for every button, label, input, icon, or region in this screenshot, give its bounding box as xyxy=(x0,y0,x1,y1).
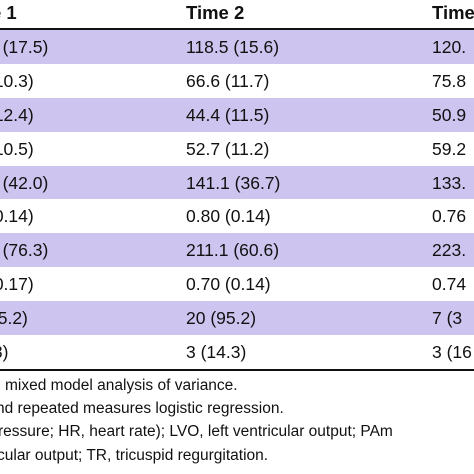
table-row: (0.17) 0.70 (0.14) 0.74 xyxy=(0,267,474,302)
footnote: cular output; TR, tricuspid regurgitatio… xyxy=(0,447,269,464)
cell-time-1: (12.4) xyxy=(0,104,34,125)
cell-time-2: 0.70 (0.14) xyxy=(186,274,271,295)
header-rule xyxy=(0,28,474,30)
table-bottom-rule xyxy=(0,369,474,371)
header-col-time-2: Time 2 xyxy=(186,2,245,23)
table-row: .8) 3 (14.3) 3 (16 xyxy=(0,335,474,369)
table-row: (0.14) 0.80 (0.14) 0.76 xyxy=(0,199,474,234)
cell-time-3: 0.74 xyxy=(432,274,467,295)
cell-time-1: (10.3) xyxy=(0,70,34,91)
cell-time-3: 223. xyxy=(432,240,467,261)
cell-time-2: 66.6 (11.7) xyxy=(186,70,270,91)
table-header: e 1 Time 2 Time xyxy=(0,0,474,29)
cell-time-2: 141.1 (36.7) xyxy=(186,172,281,193)
cell-time-1: 95.2) xyxy=(0,308,28,329)
table-row: 5 (76.3) 211.1 (60.6) 223. xyxy=(0,233,474,268)
cell-time-2: 52.7 (11.2) xyxy=(186,138,270,159)
table-row: 5 (17.5) 118.5 (15.6) 120. xyxy=(0,30,474,64)
table-row: 95.2) 20 (95.2) 7 (3 xyxy=(0,301,474,336)
cell-time-2: 20 (95.2) xyxy=(186,308,257,329)
cell-time-3: 0.76 xyxy=(432,206,467,227)
table-row: (10.5) 52.7 (11.2) 59.2 xyxy=(0,131,474,166)
cell-time-2: 44.4 (11.5) xyxy=(186,104,270,125)
cell-time-1: 5 (17.5) xyxy=(0,37,49,57)
cell-time-2: 211.1 (60.6) xyxy=(186,240,280,261)
cell-time-3: 133. xyxy=(432,172,467,193)
cell-time-1: 5 (76.3) xyxy=(0,240,49,261)
footnote: ressure; HR, heart rate); LVO, left vent… xyxy=(0,423,393,440)
cell-time-3: 75.8 xyxy=(432,70,467,91)
footnote: mixed model analysis of variance. xyxy=(5,377,238,394)
table-row: (12.4) 44.4 (11.5) 50.9 xyxy=(0,97,474,132)
cell-time-3: 59.2 xyxy=(432,138,467,159)
cell-time-1: (0.17) xyxy=(0,274,34,295)
cell-time-2: 118.5 (15.6) xyxy=(186,37,280,57)
cell-time-3: 7 (3 xyxy=(432,308,463,329)
footnote: nd repeated measures logistic regression… xyxy=(0,400,284,417)
cell-time-3: 120. xyxy=(432,37,467,57)
cell-time-2: 0.80 (0.14) xyxy=(186,206,271,227)
cell-time-1: .8) xyxy=(0,342,9,363)
header-col-time-3: Time xyxy=(432,2,474,23)
table-row: 0 (42.0) 141.1 (36.7) 133. xyxy=(0,165,474,200)
cell-time-3: 3 (16 xyxy=(432,342,472,363)
cell-time-1: 0 (42.0) xyxy=(0,172,49,193)
header-col-time-1: e 1 xyxy=(0,2,17,23)
cell-time-3: 50.9 xyxy=(432,104,467,125)
cell-time-1: (0.14) xyxy=(0,206,34,227)
cell-time-2: 3 (14.3) xyxy=(186,342,247,363)
cell-time-1: (10.5) xyxy=(0,138,34,159)
table-body: 5 (17.5) 118.5 (15.6) 120. (10.3) 66.6 (… xyxy=(0,30,474,369)
table-row: (10.3) 66.6 (11.7) 75.8 xyxy=(0,63,474,98)
